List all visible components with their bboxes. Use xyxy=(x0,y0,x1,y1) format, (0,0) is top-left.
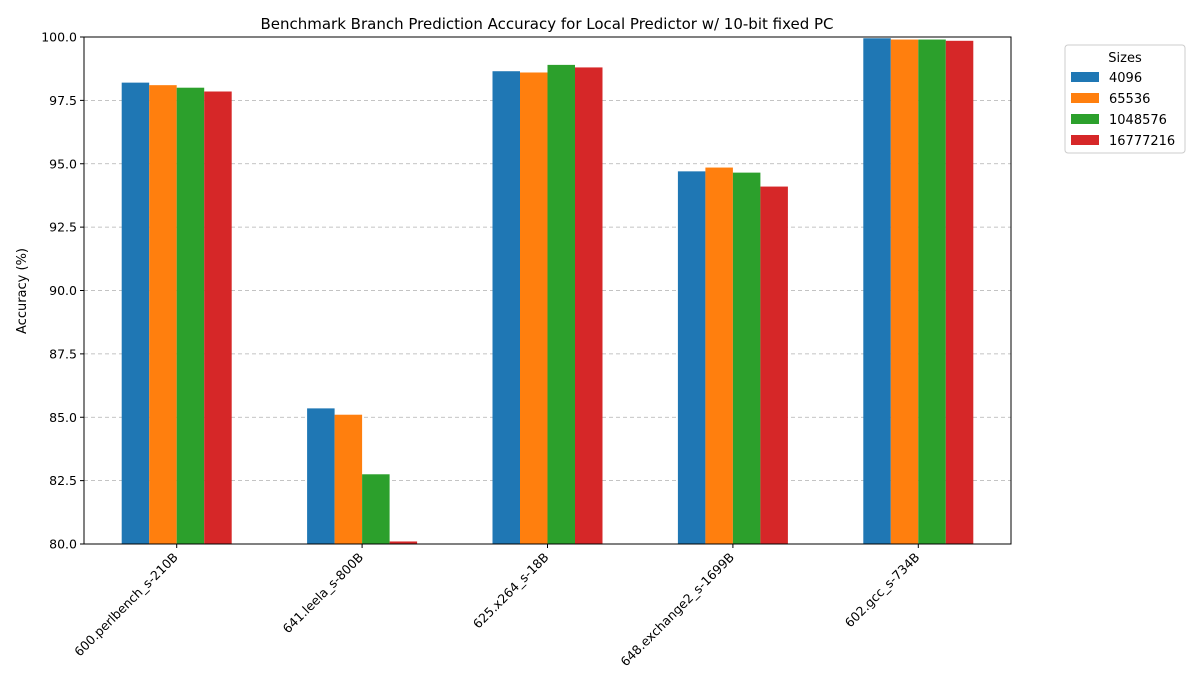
legend-label: 16777216 xyxy=(1109,134,1175,149)
bar xyxy=(520,72,548,545)
bar xyxy=(492,71,520,544)
bar xyxy=(732,172,761,544)
legend-swatch xyxy=(1071,114,1099,124)
legend-swatch xyxy=(1071,135,1099,145)
bar xyxy=(945,40,974,545)
legend-title: Sizes xyxy=(1108,51,1142,66)
bar xyxy=(705,167,733,545)
x-tick-label: 641.leela_s-800B xyxy=(280,550,367,637)
legend-swatch xyxy=(1071,93,1099,103)
y-tick-label: 80.0 xyxy=(49,537,77,552)
legend-swatch xyxy=(1071,72,1099,82)
legend-label: 65536 xyxy=(1109,92,1150,107)
x-tick-label: 648.exchange2_s-1699B xyxy=(617,550,737,670)
bar xyxy=(121,82,150,544)
bar xyxy=(760,186,788,544)
y-axis-label: Accuracy (%) xyxy=(15,248,30,334)
bar xyxy=(575,67,603,545)
bar xyxy=(334,414,363,544)
y-tick-label: 92.5 xyxy=(49,220,77,235)
y-tick-label: 95.0 xyxy=(49,156,77,171)
y-tick-label: 100.0 xyxy=(41,30,77,45)
y-tick-label: 85.0 xyxy=(49,410,77,425)
legend-label: 1048576 xyxy=(1109,113,1167,128)
x-tick-label: 625.x264_s-18B xyxy=(470,550,552,632)
bar xyxy=(307,408,335,544)
bar xyxy=(389,541,418,544)
y-tick-label: 82.5 xyxy=(49,473,77,488)
y-tick-label: 87.5 xyxy=(49,346,77,361)
y-tick-label: 90.0 xyxy=(49,283,77,298)
y-tick-label: 97.5 xyxy=(49,93,77,108)
x-tick-label: 602.gcc_s-734B xyxy=(842,550,923,631)
bars-layer xyxy=(121,38,974,545)
x-tick-label: 600.perlbench_s-210B xyxy=(71,550,181,660)
legend-label: 4096 xyxy=(1109,71,1142,86)
legend: Sizes 4096 65536 1048576 16777216 xyxy=(1064,44,1186,154)
bar xyxy=(204,91,232,544)
bar xyxy=(677,171,706,545)
bar xyxy=(890,39,919,544)
legend-items: 4096 65536 1048576 16777216 xyxy=(1071,71,1175,149)
bar xyxy=(547,64,575,544)
chart-title: Benchmark Branch Prediction Accuracy for… xyxy=(260,15,833,33)
bar xyxy=(362,474,390,544)
bar xyxy=(863,38,891,545)
bar xyxy=(176,87,205,544)
bar xyxy=(149,85,177,544)
bar xyxy=(918,39,946,544)
